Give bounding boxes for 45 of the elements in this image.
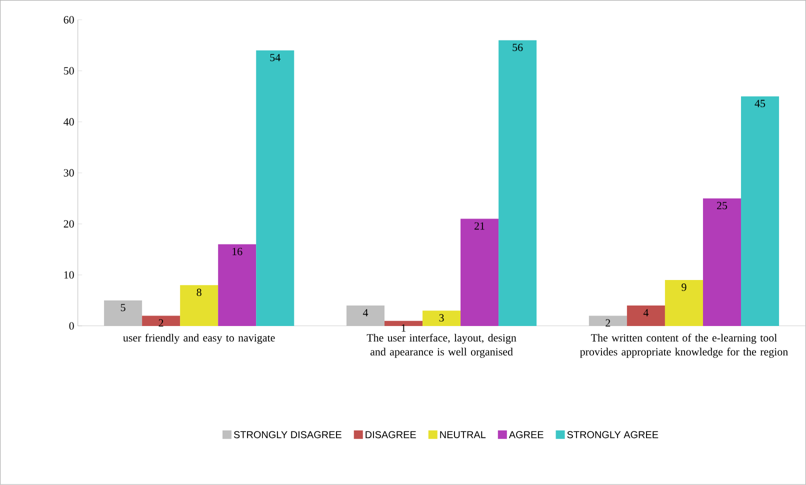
data-label: 8	[196, 288, 202, 296]
y-tick-label: 30	[64, 169, 74, 177]
legend-label: STRONGLY DISAGREE	[234, 431, 342, 438]
data-label: 5	[120, 304, 126, 312]
data-label: 2	[158, 319, 164, 327]
bar	[142, 316, 180, 326]
x-tick-label: The user interface, layout, design and apearance is well organised	[366, 334, 516, 358]
data-label: 21	[474, 222, 484, 230]
data-label: 1	[402, 324, 406, 332]
data-label: 2	[606, 319, 610, 327]
y-tick-label: 20	[64, 220, 74, 228]
x-tick-label: user friendly and easy to navigate	[123, 334, 275, 344]
data-label: 56	[512, 44, 523, 52]
data-label: 16	[232, 248, 242, 256]
data-label: 54	[270, 54, 280, 62]
bar	[626, 306, 665, 326]
data-label: 45	[754, 100, 766, 108]
data-label: 4	[362, 309, 368, 316]
legend-label: DISAGREE	[366, 431, 416, 438]
data-label: 25	[717, 202, 728, 210]
bar	[384, 320, 423, 326]
bar	[180, 285, 218, 326]
legend-label: STRONGLY AGREE	[567, 431, 658, 438]
data-label: 9	[682, 284, 686, 291]
y-tick-label: 0	[69, 322, 74, 330]
data-label: 4	[643, 309, 649, 316]
bar	[702, 198, 742, 326]
bar	[664, 280, 703, 326]
legend-label: AGREE	[508, 431, 544, 438]
bar	[460, 218, 499, 326]
bar	[498, 40, 537, 326]
y-tick-label: 50	[64, 67, 74, 75]
bar	[218, 244, 256, 326]
bar	[346, 306, 384, 326]
x-tick-label: The written content of the e-learning tool provides appropriate knowledge for the region	[580, 334, 788, 358]
y-tick-label: 60	[64, 16, 74, 24]
bar	[256, 50, 294, 326]
bar	[741, 96, 780, 326]
y-tick-label: 40	[64, 118, 74, 126]
legend-label: NEUTRAL	[440, 431, 486, 438]
bar	[422, 310, 461, 326]
bar	[104, 300, 142, 326]
data-label: 3	[439, 314, 444, 322]
bar	[588, 316, 627, 326]
y-tick-label: 10	[64, 271, 74, 279]
